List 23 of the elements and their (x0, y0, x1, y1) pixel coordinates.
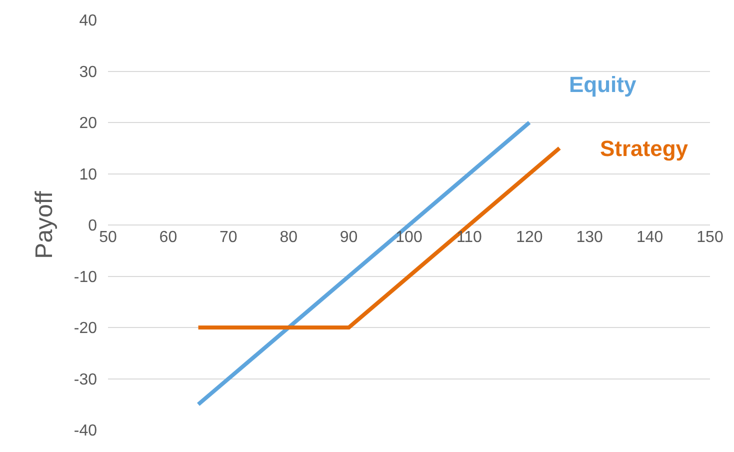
y-tick-label: -40 (74, 422, 98, 440)
y-tick-label: 10 (79, 166, 98, 184)
y-tick-label: -20 (74, 320, 98, 338)
y-tick-label: 20 (79, 115, 98, 132)
x-tick-label: 100 (396, 229, 422, 246)
x-tick-label: 50 (99, 229, 117, 246)
y-tick-label: -30 (74, 371, 98, 388)
x-tick-label: 90 (340, 229, 358, 246)
y-tick-label: 30 (79, 64, 98, 81)
x-tick-label: 80 (280, 229, 298, 246)
y-tick-label: 0 (88, 218, 98, 235)
x-tick-label: 130 (576, 229, 604, 246)
y-axis-title: Payoff (30, 190, 58, 259)
x-tick-label: 140 (636, 229, 664, 246)
y-tick-label: -10 (74, 268, 98, 286)
x-tick-label: 70 (220, 229, 238, 246)
y-tick-label: 40 (79, 12, 98, 30)
x-tick-label: 150 (696, 229, 724, 246)
series-label: Strategy (600, 136, 689, 161)
x-tick-label: 120 (516, 229, 543, 246)
x-tick-label: 110 (456, 229, 482, 246)
text: Equity (569, 72, 637, 97)
x-tick-label: 60 (159, 229, 178, 246)
